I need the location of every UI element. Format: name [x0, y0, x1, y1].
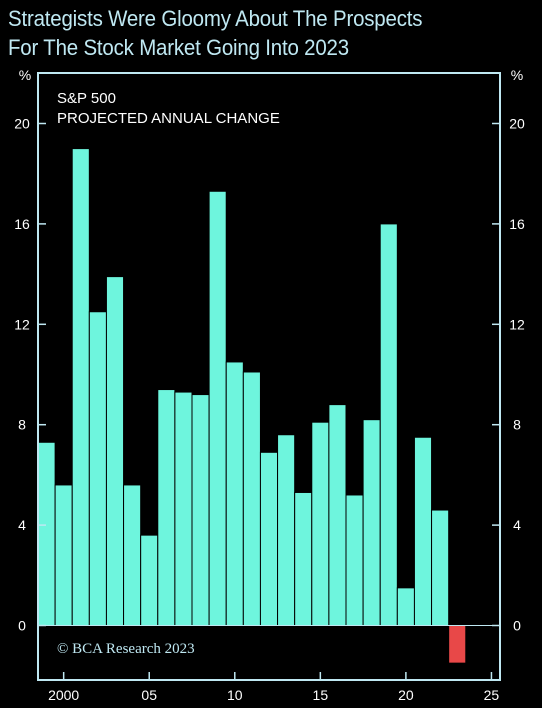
- bar-2007: [174, 391, 193, 626]
- bar-2015: [311, 421, 330, 626]
- bar-1999: [37, 441, 56, 626]
- bars-group: [37, 148, 467, 664]
- x-tick-label: 2000: [48, 687, 79, 703]
- x-tick-label: 25: [484, 687, 500, 703]
- x-axis-ticks: 2000 05 10 15 20 25: [48, 672, 499, 703]
- bar-2011: [242, 371, 261, 626]
- chart-title: Strategists Were Gloomy About The Prospe…: [8, 4, 501, 62]
- bar-2004: [123, 484, 142, 626]
- y-unit-label-left: %: [19, 67, 31, 83]
- y-tick-label-right: 12: [509, 316, 525, 332]
- bar-2009: [208, 190, 227, 627]
- y-tick-label-left: 20: [14, 116, 30, 132]
- bar-2019: [379, 223, 398, 626]
- bar-2010: [225, 361, 244, 626]
- bar-2018: [362, 419, 381, 626]
- bar-2014: [294, 491, 313, 626]
- chart-title-line-1: Strategists Were Gloomy About The Prospe…: [8, 6, 423, 31]
- y-axis-ticks: 0 0 4 4 8 8 12 12 16 16 20 20: [14, 116, 525, 634]
- y-tick-label-right: 0: [513, 618, 521, 634]
- y-tick-label-left: 4: [18, 517, 26, 533]
- x-tick-label: 05: [141, 687, 157, 703]
- bar-2023: [448, 625, 467, 664]
- y-tick-label-right: 8: [513, 417, 521, 433]
- y-tick-label-right: 20: [509, 116, 525, 132]
- bar-2008: [191, 394, 210, 626]
- y-tick-label-left: 16: [14, 216, 30, 232]
- chart-inner-label-line-1: S&P 500: [57, 90, 116, 107]
- bar-2016: [328, 404, 347, 626]
- x-tick-label: 15: [313, 687, 329, 703]
- bar-2000: [54, 484, 73, 626]
- bar-2002: [88, 311, 107, 626]
- x-tick-label: 20: [398, 687, 414, 703]
- bar-2020: [396, 587, 415, 626]
- x-tick-label: 10: [227, 687, 243, 703]
- bar-2006: [157, 389, 176, 626]
- bar-2005: [140, 534, 159, 627]
- bar-2013: [277, 434, 296, 626]
- y-tick-label-left: 8: [18, 417, 26, 433]
- chart-title-line-2: For The Stock Market Going Into 2023: [8, 35, 349, 60]
- bar-2017: [345, 494, 364, 627]
- y-tick-label-right: 4: [513, 517, 521, 533]
- y-tick-label-left: 0: [18, 618, 26, 634]
- bar-2003: [105, 276, 125, 626]
- y-tick-label-right: 16: [509, 216, 525, 232]
- y-unit-label-right: %: [511, 67, 523, 83]
- copyright-label: © BCA Research 2023: [57, 641, 195, 657]
- plot-frame: [37, 72, 501, 681]
- bar-2001: [71, 148, 90, 626]
- bar-2012: [259, 451, 279, 626]
- y-tick-label-left: 12: [14, 316, 30, 332]
- chart-inner-label-line-2: PROJECTED ANNUAL CHANGE: [57, 110, 280, 127]
- bar-2022: [431, 509, 450, 627]
- bar-2021: [413, 436, 433, 626]
